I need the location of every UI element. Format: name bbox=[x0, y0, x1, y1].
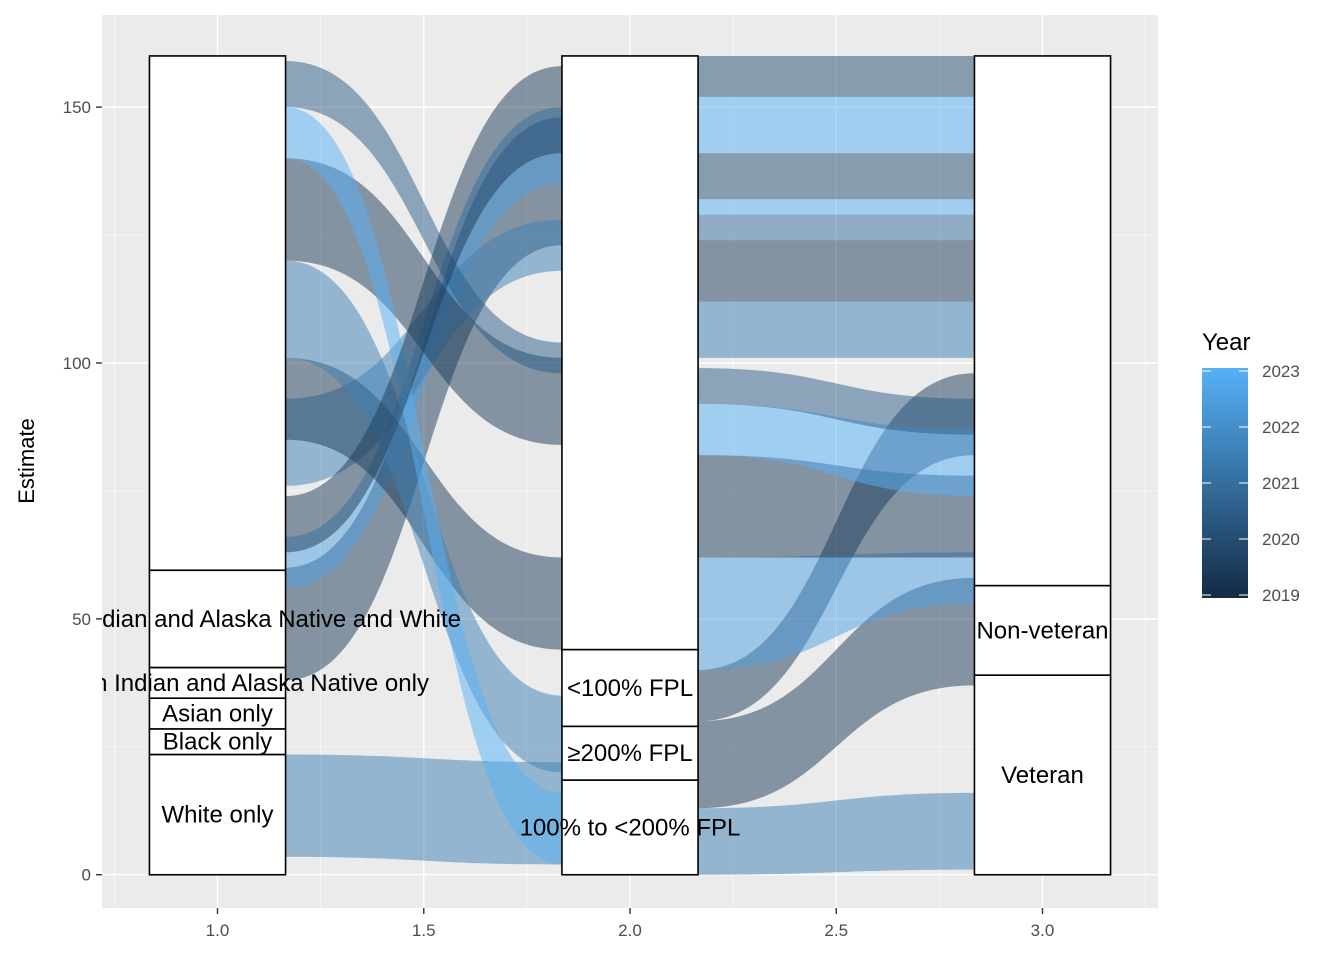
stratum-box bbox=[148, 697, 287, 730]
stratum-box bbox=[148, 753, 287, 876]
flow-band bbox=[698, 301, 975, 358]
flow-band bbox=[698, 96, 975, 154]
stratum-box bbox=[973, 674, 1112, 876]
legend-label: 2020 bbox=[1262, 530, 1300, 549]
flow-band bbox=[698, 153, 975, 200]
stratum-label: Asian only bbox=[162, 701, 273, 728]
x-tick-label: 3.0 bbox=[1031, 921, 1055, 940]
stratum-box bbox=[561, 648, 699, 728]
legend: Year 2019 2020 2021 2022 2023 bbox=[1202, 329, 1300, 605]
legend-title: Year bbox=[1202, 329, 1251, 356]
stratum-label: Non-veteran bbox=[976, 617, 1108, 644]
axes: 1.0 1.5 2.0 2.5 3.0 0 50 100 150 bbox=[63, 98, 1055, 940]
flow-band bbox=[698, 792, 975, 875]
x-tick-label: 2.0 bbox=[618, 921, 642, 940]
stratum-box bbox=[973, 55, 1112, 587]
stratum-label: Black only bbox=[163, 729, 272, 756]
flow-band bbox=[285, 61, 562, 374]
x-tick-label: 1.0 bbox=[206, 921, 230, 940]
flow-band bbox=[698, 368, 975, 435]
flows bbox=[285, 55, 975, 875]
flow-band bbox=[698, 240, 975, 302]
legend-label: 2023 bbox=[1262, 362, 1300, 381]
stratum-label: Veteran bbox=[1001, 762, 1084, 789]
flow-band bbox=[698, 577, 975, 809]
flow-band bbox=[285, 107, 562, 865]
y-tick-label: 0 bbox=[82, 866, 91, 885]
stratum-box bbox=[148, 569, 287, 669]
y-tick-label: 150 bbox=[63, 98, 91, 117]
legend-label: 2019 bbox=[1262, 586, 1300, 605]
flow-band bbox=[698, 199, 975, 215]
y-axis-title: Estimate bbox=[14, 418, 39, 504]
stratum-box bbox=[561, 55, 699, 651]
stratum-label: ≥200% FPL bbox=[567, 740, 692, 767]
flow-band bbox=[285, 260, 562, 773]
stratum-label: 100% to <200% FPL bbox=[520, 814, 741, 841]
legend-label: 2021 bbox=[1262, 474, 1300, 493]
stratum-label: American Indian and Alaska Native and Wh… bbox=[0, 606, 461, 633]
flow-band bbox=[285, 66, 562, 553]
flow-band bbox=[698, 55, 975, 97]
stratum-label: White only bbox=[161, 802, 273, 829]
flow-band bbox=[698, 214, 975, 241]
stratum-box bbox=[148, 55, 287, 572]
y-tick-label: 50 bbox=[72, 610, 91, 629]
stratum-label: American Indian and Alaska Native only bbox=[6, 670, 429, 697]
x-tick-label: 1.5 bbox=[412, 921, 436, 940]
stratum-label: <100% FPL bbox=[567, 675, 693, 702]
stratum-box bbox=[148, 666, 287, 699]
flow-band bbox=[698, 552, 975, 671]
stratum-box bbox=[561, 779, 699, 876]
x-tick-label: 2.5 bbox=[824, 921, 848, 940]
stratum-box bbox=[973, 584, 1112, 676]
legend-label: 2022 bbox=[1262, 418, 1300, 437]
y-tick-label: 100 bbox=[63, 354, 91, 373]
